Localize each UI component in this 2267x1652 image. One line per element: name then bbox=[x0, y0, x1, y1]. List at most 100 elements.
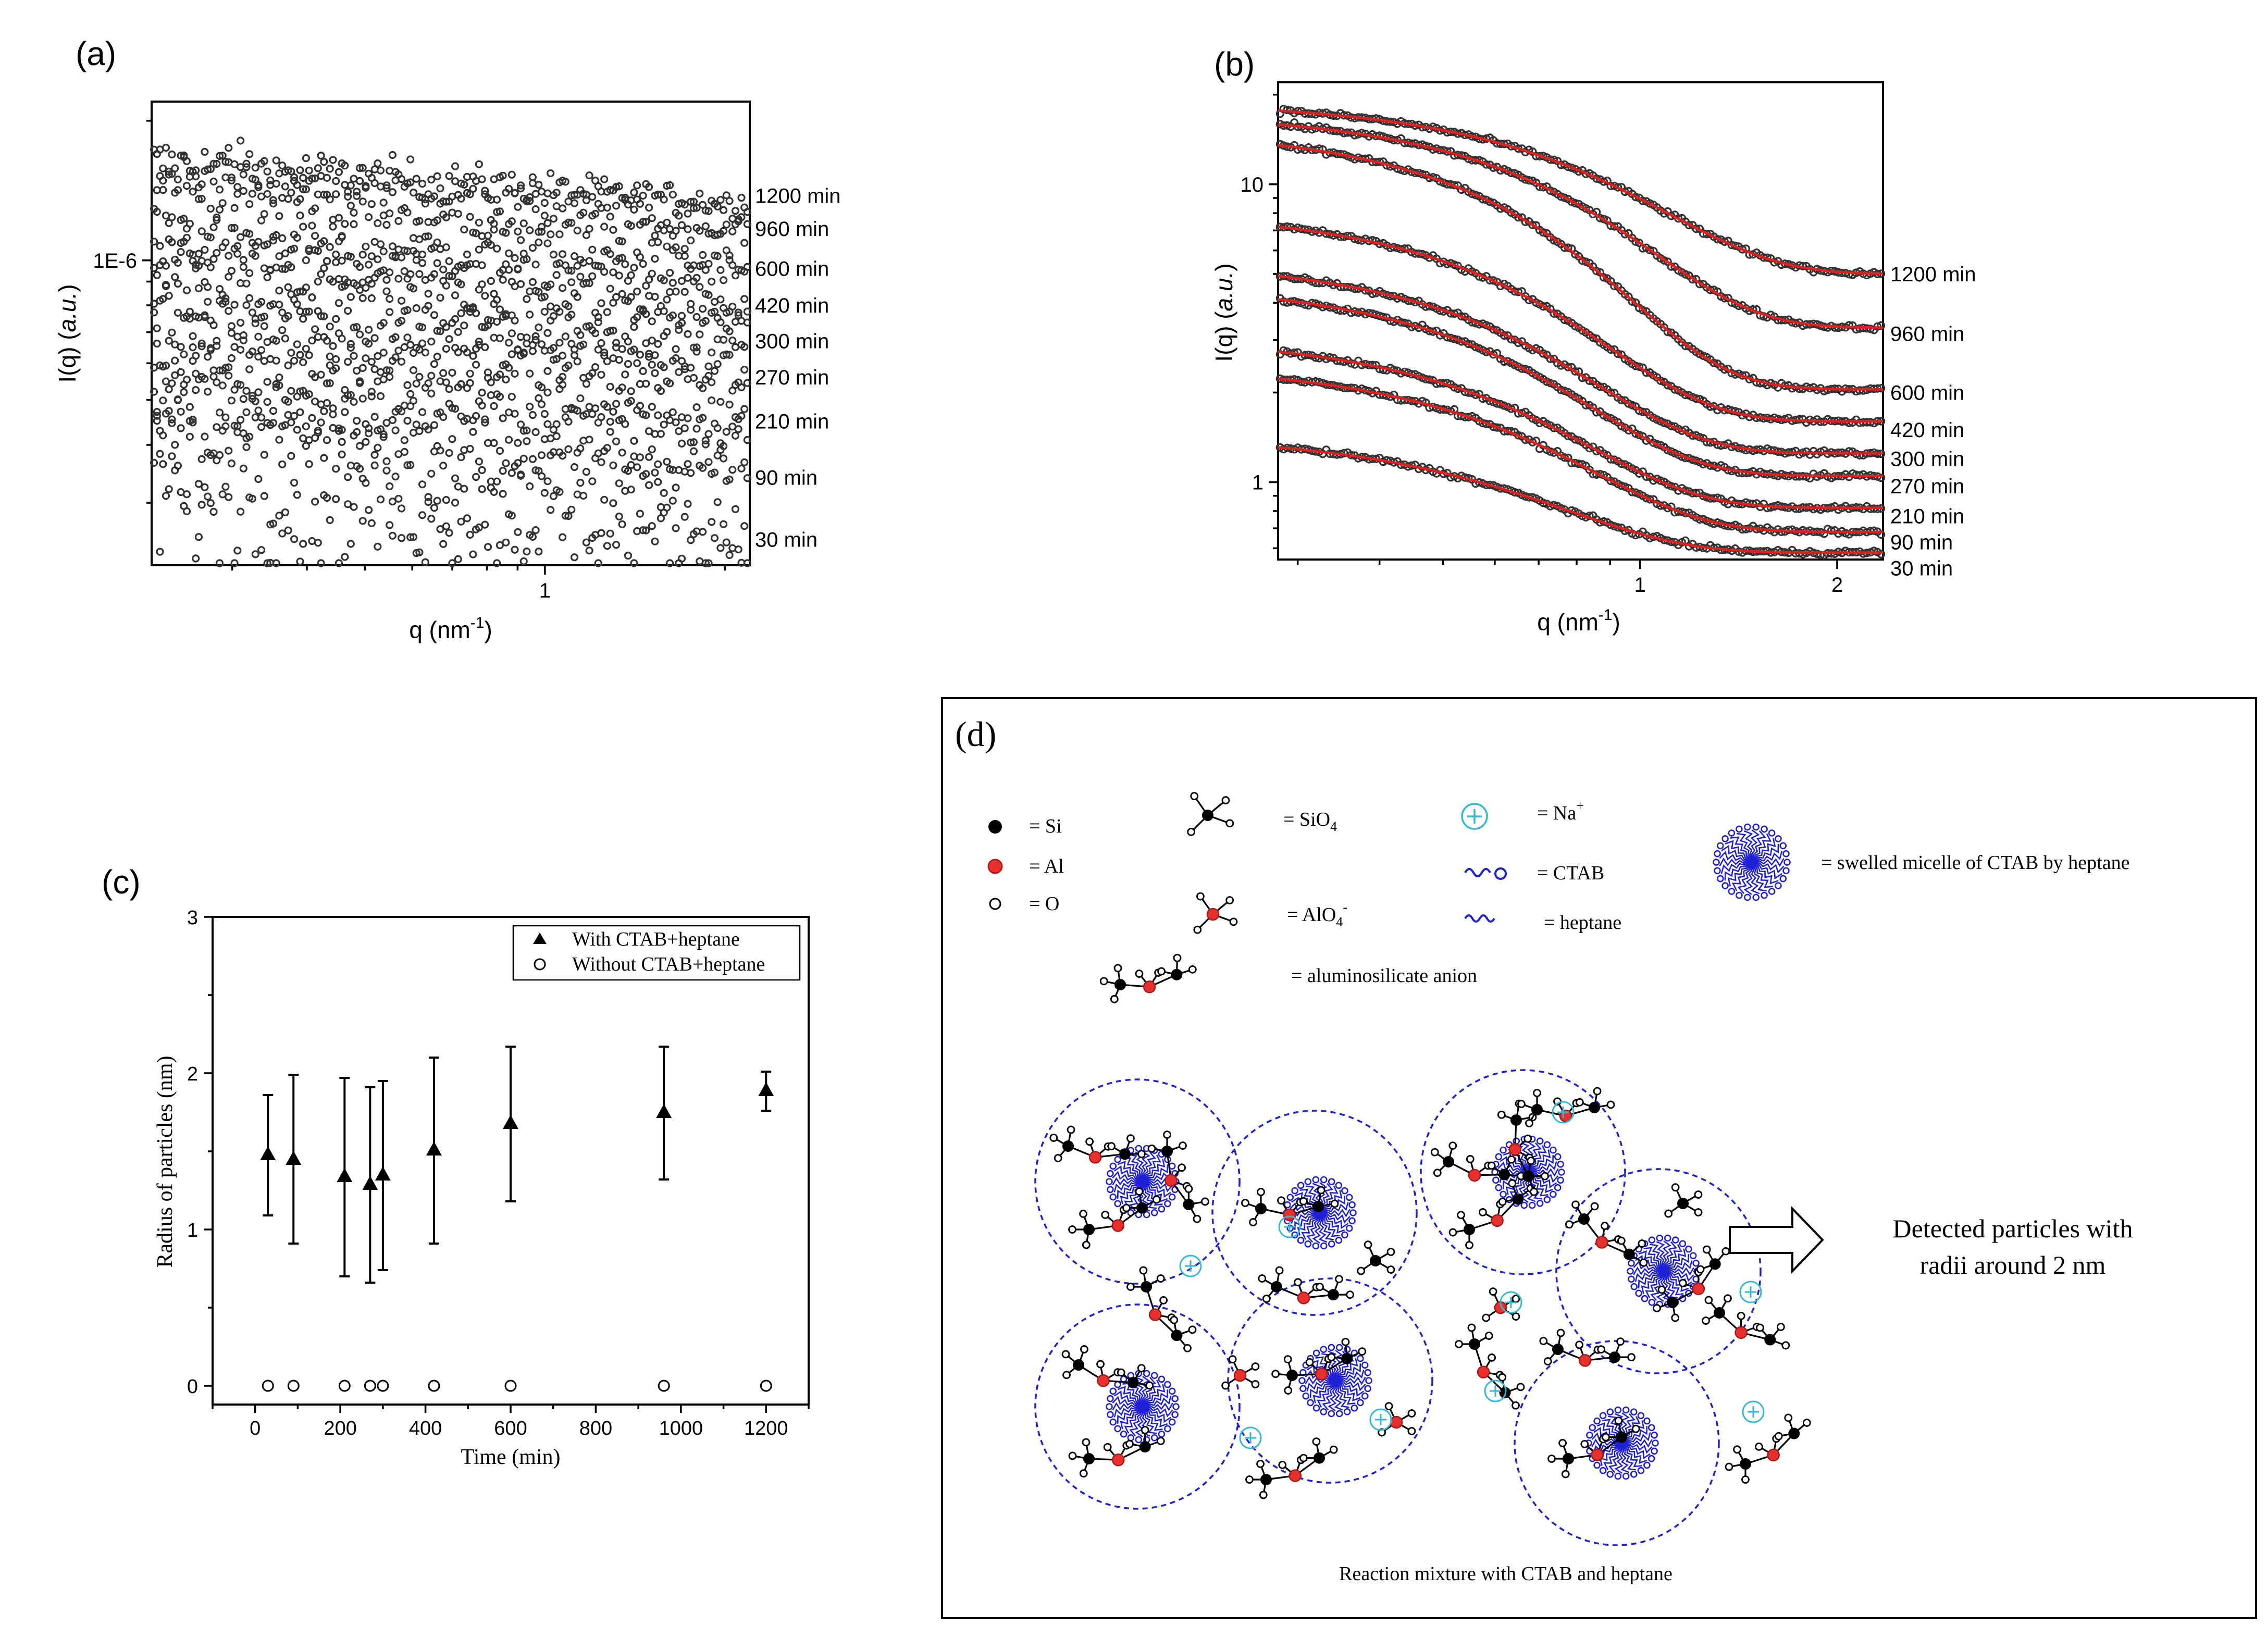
data-point bbox=[684, 274, 692, 282]
data-point bbox=[507, 511, 516, 520]
o-atom bbox=[1187, 827, 1196, 836]
data-point bbox=[698, 305, 707, 313]
o-atom bbox=[1251, 1362, 1260, 1371]
data-point bbox=[165, 385, 173, 393]
ctab-head bbox=[1158, 1205, 1166, 1213]
o-atom bbox=[1049, 1134, 1058, 1142]
panel-b-points bbox=[1275, 105, 1886, 560]
data-point bbox=[680, 245, 689, 253]
data-point bbox=[469, 428, 477, 436]
data-point bbox=[585, 225, 593, 233]
data-point bbox=[397, 296, 406, 305]
data-point bbox=[689, 277, 698, 285]
al-atom bbox=[1283, 1208, 1296, 1222]
o-atom bbox=[1671, 1183, 1680, 1192]
o-atom bbox=[1117, 1368, 1125, 1377]
o-atom bbox=[1407, 1427, 1416, 1435]
data-point bbox=[526, 310, 534, 319]
data-point bbox=[663, 218, 671, 227]
data-point bbox=[194, 284, 203, 293]
o-atom bbox=[1188, 1325, 1197, 1334]
data-point bbox=[213, 337, 221, 345]
data-point bbox=[206, 233, 215, 242]
data-point bbox=[731, 271, 740, 280]
data-point bbox=[1667, 421, 1676, 430]
data-point bbox=[332, 315, 340, 324]
ctab-head bbox=[1135, 1436, 1143, 1444]
data-point bbox=[528, 411, 537, 419]
data-point bbox=[355, 330, 364, 339]
data-point bbox=[341, 553, 349, 561]
data-point bbox=[454, 383, 462, 392]
ctab-head bbox=[1744, 893, 1751, 901]
ctab-head bbox=[1643, 1461, 1651, 1469]
data-point bbox=[182, 286, 191, 294]
data-point bbox=[680, 288, 689, 296]
data-point bbox=[424, 290, 432, 298]
o-atom bbox=[1488, 1353, 1496, 1362]
si-legend-icon bbox=[988, 820, 1002, 834]
si-atom bbox=[1341, 1352, 1353, 1364]
data-point bbox=[445, 172, 453, 180]
data-point bbox=[436, 446, 444, 455]
ctab-head bbox=[1168, 1418, 1176, 1426]
o-atom bbox=[1329, 1445, 1338, 1454]
data-point bbox=[743, 559, 752, 567]
data-point bbox=[692, 343, 701, 352]
data-point bbox=[233, 190, 242, 198]
data-point bbox=[245, 294, 254, 303]
data-point bbox=[386, 482, 394, 491]
data-point bbox=[436, 525, 444, 533]
data-point bbox=[684, 225, 692, 233]
data-point bbox=[672, 345, 680, 353]
ctab-head bbox=[1782, 867, 1790, 875]
data-point bbox=[415, 217, 424, 225]
data-point bbox=[296, 408, 304, 416]
data-point bbox=[526, 369, 534, 378]
data-point bbox=[418, 339, 427, 347]
legend-without-label: Without CTAB+heptane bbox=[572, 953, 765, 975]
data-point bbox=[743, 318, 752, 327]
data-point bbox=[627, 387, 635, 395]
data-point bbox=[722, 246, 730, 255]
panel-d-diagram: (d) = Si = Al = O = SiO4 = AlO4- = alumi… bbox=[941, 697, 2257, 1619]
data-point bbox=[317, 172, 325, 180]
data-point bbox=[612, 293, 621, 301]
data-point bbox=[341, 408, 349, 416]
data-point bbox=[260, 157, 268, 165]
o-atom bbox=[1184, 1185, 1193, 1193]
micelle-core bbox=[1135, 1174, 1150, 1189]
na-ion bbox=[1369, 1408, 1392, 1431]
data-point bbox=[663, 457, 671, 466]
o-atom bbox=[1733, 1445, 1741, 1454]
data-point bbox=[618, 383, 626, 392]
ctab-head bbox=[1345, 1194, 1353, 1201]
data-point bbox=[299, 173, 307, 182]
data-point bbox=[367, 252, 376, 260]
data-point bbox=[168, 238, 176, 246]
o-atom bbox=[1126, 1134, 1135, 1142]
data-point bbox=[1564, 363, 1572, 371]
al-atom bbox=[1591, 1448, 1604, 1461]
data-point bbox=[189, 188, 197, 196]
o-atom bbox=[1317, 1186, 1325, 1195]
fit-curve bbox=[1278, 377, 1883, 533]
ctab-head bbox=[1550, 1190, 1557, 1198]
data-point bbox=[469, 352, 477, 360]
data-point bbox=[433, 216, 441, 225]
si-atom bbox=[1202, 810, 1213, 821]
data-point bbox=[504, 249, 513, 257]
data-point bbox=[332, 177, 340, 185]
data-point bbox=[660, 489, 668, 497]
o-atom bbox=[1704, 1296, 1713, 1305]
data-point bbox=[350, 352, 358, 360]
si-atom bbox=[1328, 1289, 1340, 1301]
data-point bbox=[684, 414, 692, 423]
data-point bbox=[722, 428, 730, 436]
data-point bbox=[302, 344, 311, 353]
data-point bbox=[326, 165, 334, 173]
data-point bbox=[519, 219, 528, 228]
data-point bbox=[660, 363, 668, 371]
circle-point bbox=[338, 1380, 351, 1392]
